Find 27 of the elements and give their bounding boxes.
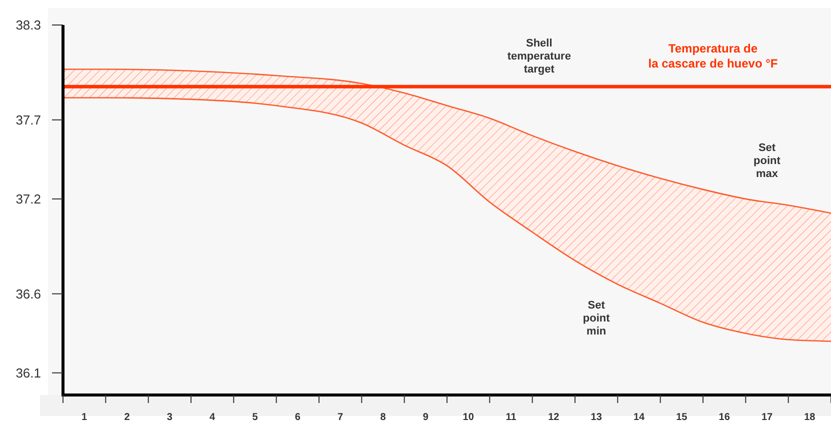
y-tick-label: 36.1 (16, 365, 41, 380)
x-tick-label: 4 (210, 412, 216, 423)
ref-line-label: Temperatura de la cascare de huevo °F (648, 42, 778, 71)
x-tick-label: 5 (252, 412, 258, 423)
x-tick-label: 9 (422, 412, 429, 423)
x-tick-label: 18 (804, 412, 816, 423)
x-tick-label: 10 (462, 412, 474, 423)
x-tick-label: 6 (294, 412, 301, 423)
x-tick-label: 2 (124, 412, 130, 423)
x-tick-label: 1 (82, 412, 88, 423)
x-tick-label: 11 (506, 412, 517, 423)
x-tick-label: 14 (633, 412, 645, 423)
y-tick-label: 37.7 (16, 112, 41, 128)
x-tick-label: 17 (761, 412, 773, 423)
annotation: Shell temperature target (507, 38, 571, 76)
y-tick-label: 37.2 (16, 191, 41, 206)
x-tick-label: 8 (380, 412, 386, 423)
x-tick-label: 7 (338, 412, 344, 423)
y-tick-label: 38.3 (16, 18, 41, 33)
x-tick-label: 12 (548, 412, 560, 423)
x-tick-label: 16 (718, 412, 730, 423)
series-label: Set point max (754, 142, 781, 180)
series-label: Set point min (582, 299, 610, 338)
x-tick-label: 13 (590, 412, 602, 423)
y-tick-label: 36.6 (16, 286, 41, 302)
x-tick-label: 3 (166, 412, 173, 423)
x-tick-label: 15 (676, 412, 688, 423)
